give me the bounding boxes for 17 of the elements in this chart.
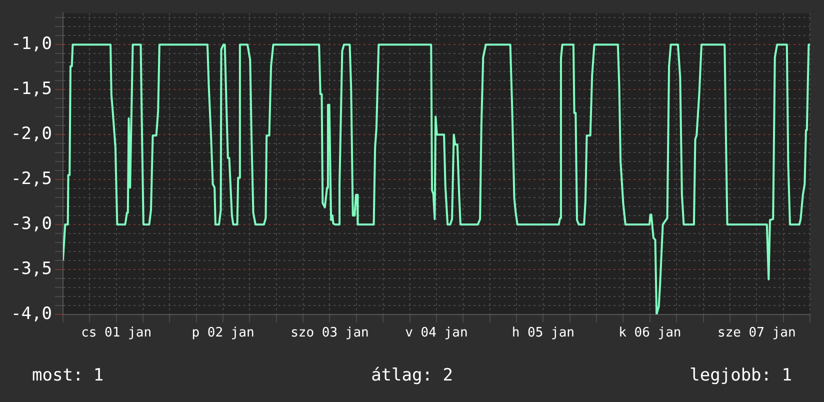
x-tick-label: szo 03 jan [290,326,369,341]
x-tick-label: h 05 jan [512,326,575,341]
x-tick-label: v 04 jan [405,326,468,341]
text: átlag: 2 [371,365,453,386]
y-tick-label: -4,0 [10,304,52,324]
x-tick-label: sze 07 jan [718,326,796,341]
y-tick-label: -1,5 [10,79,52,100]
text: most: 1 [32,365,104,386]
x-tick-label: k 06 jan [618,326,682,341]
y-tick-label: -3,5 [10,258,52,279]
x-tick-label: p 02 jan [192,326,254,341]
text: legjobb: 1 [690,365,792,386]
x-tick-label: cs 01 jan [81,326,152,341]
y-tick-label: -2,5 [10,168,52,189]
y-tick-label: -3,0 [10,214,52,234]
y-tick-label: -2,0 [10,124,52,144]
y-tick-label: -1,0 [10,34,52,54]
